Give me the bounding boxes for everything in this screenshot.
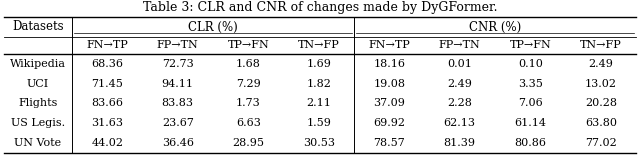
Text: UCI: UCI <box>27 79 49 89</box>
Text: 69.92: 69.92 <box>373 118 405 128</box>
Text: 31.63: 31.63 <box>92 118 124 128</box>
Text: 77.02: 77.02 <box>585 138 616 148</box>
Text: FN→TP: FN→TP <box>86 40 128 51</box>
Text: 61.14: 61.14 <box>515 118 547 128</box>
Text: 28.95: 28.95 <box>232 138 264 148</box>
Text: FN→TP: FN→TP <box>369 40 410 51</box>
Text: 7.06: 7.06 <box>518 98 543 108</box>
Text: 78.57: 78.57 <box>373 138 405 148</box>
Text: 19.08: 19.08 <box>373 79 405 89</box>
Text: 81.39: 81.39 <box>444 138 476 148</box>
Text: 0.01: 0.01 <box>447 59 472 69</box>
Text: TP→FN: TP→FN <box>227 40 269 51</box>
Text: CLR (%): CLR (%) <box>188 20 238 33</box>
Text: 20.28: 20.28 <box>585 98 617 108</box>
Text: TP→FN: TP→FN <box>509 40 551 51</box>
Text: 83.83: 83.83 <box>162 98 194 108</box>
Text: 1.68: 1.68 <box>236 59 260 69</box>
Text: 2.28: 2.28 <box>447 98 472 108</box>
Text: Flights: Flights <box>19 98 58 108</box>
Text: 72.73: 72.73 <box>162 59 194 69</box>
Text: 1.73: 1.73 <box>236 98 260 108</box>
Text: TN→FP: TN→FP <box>580 40 621 51</box>
Text: 68.36: 68.36 <box>92 59 124 69</box>
Text: 3.35: 3.35 <box>518 79 543 89</box>
Text: 2.49: 2.49 <box>447 79 472 89</box>
Text: 1.59: 1.59 <box>307 118 331 128</box>
Text: Wikipedia: Wikipedia <box>10 59 66 69</box>
Text: FP→TN: FP→TN <box>439 40 481 51</box>
Text: UN Vote: UN Vote <box>15 138 61 148</box>
Text: 7.29: 7.29 <box>236 79 260 89</box>
Text: TN→FP: TN→FP <box>298 40 340 51</box>
Text: 62.13: 62.13 <box>444 118 476 128</box>
Text: 13.02: 13.02 <box>585 79 617 89</box>
Text: 30.53: 30.53 <box>303 138 335 148</box>
Text: 36.46: 36.46 <box>162 138 194 148</box>
Text: 23.67: 23.67 <box>162 118 194 128</box>
Text: Datasets: Datasets <box>12 20 64 33</box>
Text: 80.86: 80.86 <box>515 138 547 148</box>
Text: 1.82: 1.82 <box>307 79 331 89</box>
Text: FP→TN: FP→TN <box>157 40 198 51</box>
Text: 71.45: 71.45 <box>92 79 123 89</box>
Text: 2.49: 2.49 <box>588 59 613 69</box>
Text: 44.02: 44.02 <box>92 138 124 148</box>
Text: 94.11: 94.11 <box>162 79 194 89</box>
Text: 83.66: 83.66 <box>92 98 124 108</box>
Text: 1.69: 1.69 <box>307 59 331 69</box>
Text: 2.11: 2.11 <box>307 98 331 108</box>
Text: 0.10: 0.10 <box>518 59 543 69</box>
Text: Table 3: CLR and CNR of changes made by DyGFormer.: Table 3: CLR and CNR of changes made by … <box>143 0 497 13</box>
Text: 6.63: 6.63 <box>236 118 260 128</box>
Text: 18.16: 18.16 <box>373 59 405 69</box>
Text: 37.09: 37.09 <box>373 98 405 108</box>
Text: US Legis.: US Legis. <box>11 118 65 128</box>
Text: CNR (%): CNR (%) <box>469 20 521 33</box>
Text: 63.80: 63.80 <box>585 118 617 128</box>
